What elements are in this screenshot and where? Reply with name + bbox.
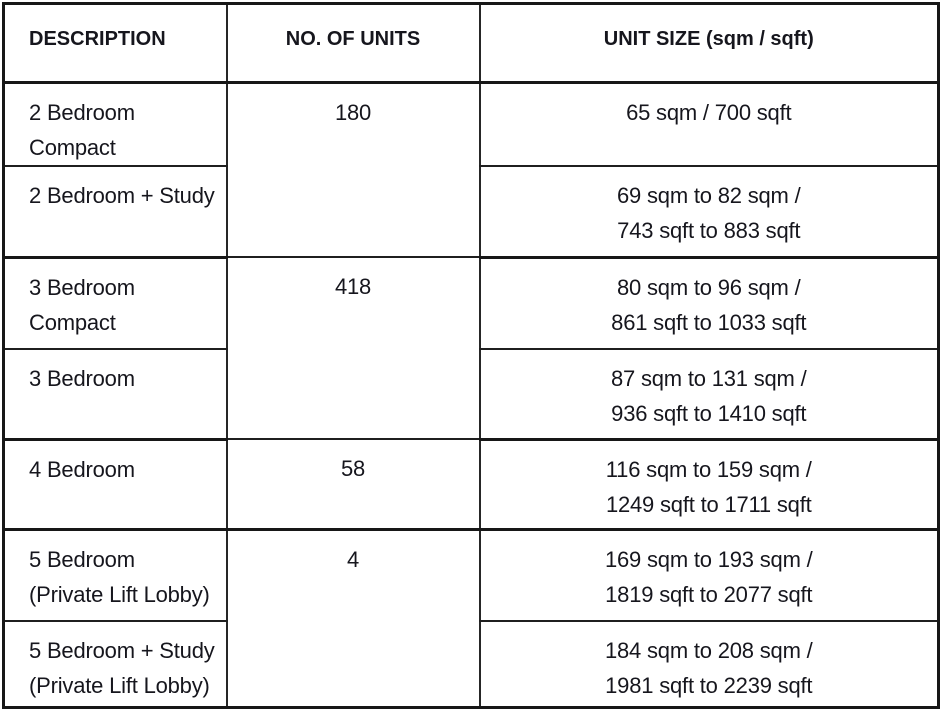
description-text: 4 Bedroom	[29, 456, 135, 482]
unit-size-cell: 116 sqm to 159 sqm / 1249 sqft to 1711 s…	[478, 439, 939, 531]
unit-size-cell: 169 sqm to 193 sqm / 1819 sqft to 2077 s…	[478, 529, 939, 622]
table-row-3-bedroom: 3 Bedroom 87 sqm to 131 sqm / 936 sqft t…	[2, 349, 939, 441]
description-cell: 4 Bedroom	[2, 439, 227, 531]
unit-size-text: 80 sqm to 96 sqm /	[617, 274, 801, 300]
unit-size-text: 743 sqft to 883 sqft	[617, 218, 801, 243]
unit-size-cell: 80 sqm to 96 sqm / 861 sqft to 1033 sqft	[478, 257, 939, 350]
unit-size-text: 1981 sqft to 2239 sqft	[605, 673, 813, 698]
unit-size-text: 184 sqm to 208 sqm /	[604, 638, 813, 663]
col-header-units: NO. OF UNITS	[225, 3, 480, 84]
col-header-description: DESCRIPTION	[2, 3, 227, 84]
table-row-5-bedroom-study-private-lift-lobby: 5 Bedroom + Study (Private Lift Lobby) 1…	[2, 621, 939, 708]
description-text: 5 Bedroom + Study	[29, 638, 215, 663]
unit-size-text: 169 sqm to 193 sqm /	[604, 546, 813, 572]
unit-size-cell: 69 sqm to 82 sqm / 743 sqft to 883 sqft	[478, 166, 939, 259]
unit-size-text: 1249 sqft to 1711 sqft	[605, 491, 812, 517]
units-count-cell: 58	[225, 439, 480, 531]
description-cell: 3 Bedroom	[2, 349, 227, 441]
unit-size-cell: 65 sqm / 700 sqft	[478, 82, 939, 167]
units-count-cell: 4	[225, 529, 480, 708]
description-cell: 5 Bedroom (Private Lift Lobby)	[2, 529, 227, 622]
unit-size-text: 1819 sqft to 2077 sqft	[605, 581, 813, 607]
description-cell: 5 Bedroom + Study (Private Lift Lobby)	[2, 621, 227, 708]
table-row-2-bedroom-compact: 2 Bedroom Compact 180 65 sqm / 700 sqft	[2, 82, 939, 258]
unit-size-text: 69 sqm to 82 sqm /	[617, 183, 801, 208]
table-row-5-bedroom-private-lift-lobby: 5 Bedroom (Private Lift Lobby) 4 169 sqm…	[2, 529, 939, 708]
table-row-3-bedroom-compact: 3 Bedroom Compact 418 80 sqm to 96 sqm /…	[2, 257, 939, 440]
description-text: (Private Lift Lobby)	[29, 673, 210, 698]
description-text: (Private Lift Lobby)	[29, 581, 210, 607]
col-header-unit-size: UNIT SIZE (sqm / sqft)	[478, 3, 939, 84]
unit-size-text: 861 sqft to 1033 sqft	[611, 309, 807, 335]
unit-size-text: 87 sqm to 131 sqm /	[610, 366, 807, 391]
description-text: 3 Bedroom Compact	[29, 274, 135, 335]
description-cell: 3 Bedroom Compact	[2, 257, 227, 350]
unit-size-text: 116 sqm to 159 sqm /	[605, 456, 812, 482]
units-count-cell: 180	[225, 82, 480, 258]
unit-size-cell: 184 sqm to 208 sqm / 1981 sqft to 2239 s…	[478, 621, 939, 708]
description-text: 2 Bedroom + Study	[29, 183, 215, 208]
description-cell: 2 Bedroom Compact	[2, 82, 227, 167]
description-cell: 2 Bedroom + Study	[2, 166, 227, 259]
unit-size-text: 65 sqm / 700 sqft	[626, 100, 792, 125]
description-text: 2 Bedroom Compact	[29, 100, 135, 160]
units-count-cell: 418	[225, 257, 480, 440]
description-text: 5 Bedroom	[29, 546, 135, 572]
header-row: DESCRIPTION NO. OF UNITS UNIT SIZE (sqm …	[2, 3, 939, 84]
description-text: 3 Bedroom	[29, 366, 135, 391]
table-row-4-bedroom: 4 Bedroom 58 116 sqm to 159 sqm / 1249 s…	[2, 439, 939, 531]
unit-size-cell: 87 sqm to 131 sqm / 936 sqft to 1410 sqf…	[478, 349, 939, 441]
unit-size-text: 936 sqft to 1410 sqft	[611, 401, 807, 426]
table-row-2-bedroom-study: 2 Bedroom + Study 69 sqm to 82 sqm / 743…	[2, 166, 939, 259]
